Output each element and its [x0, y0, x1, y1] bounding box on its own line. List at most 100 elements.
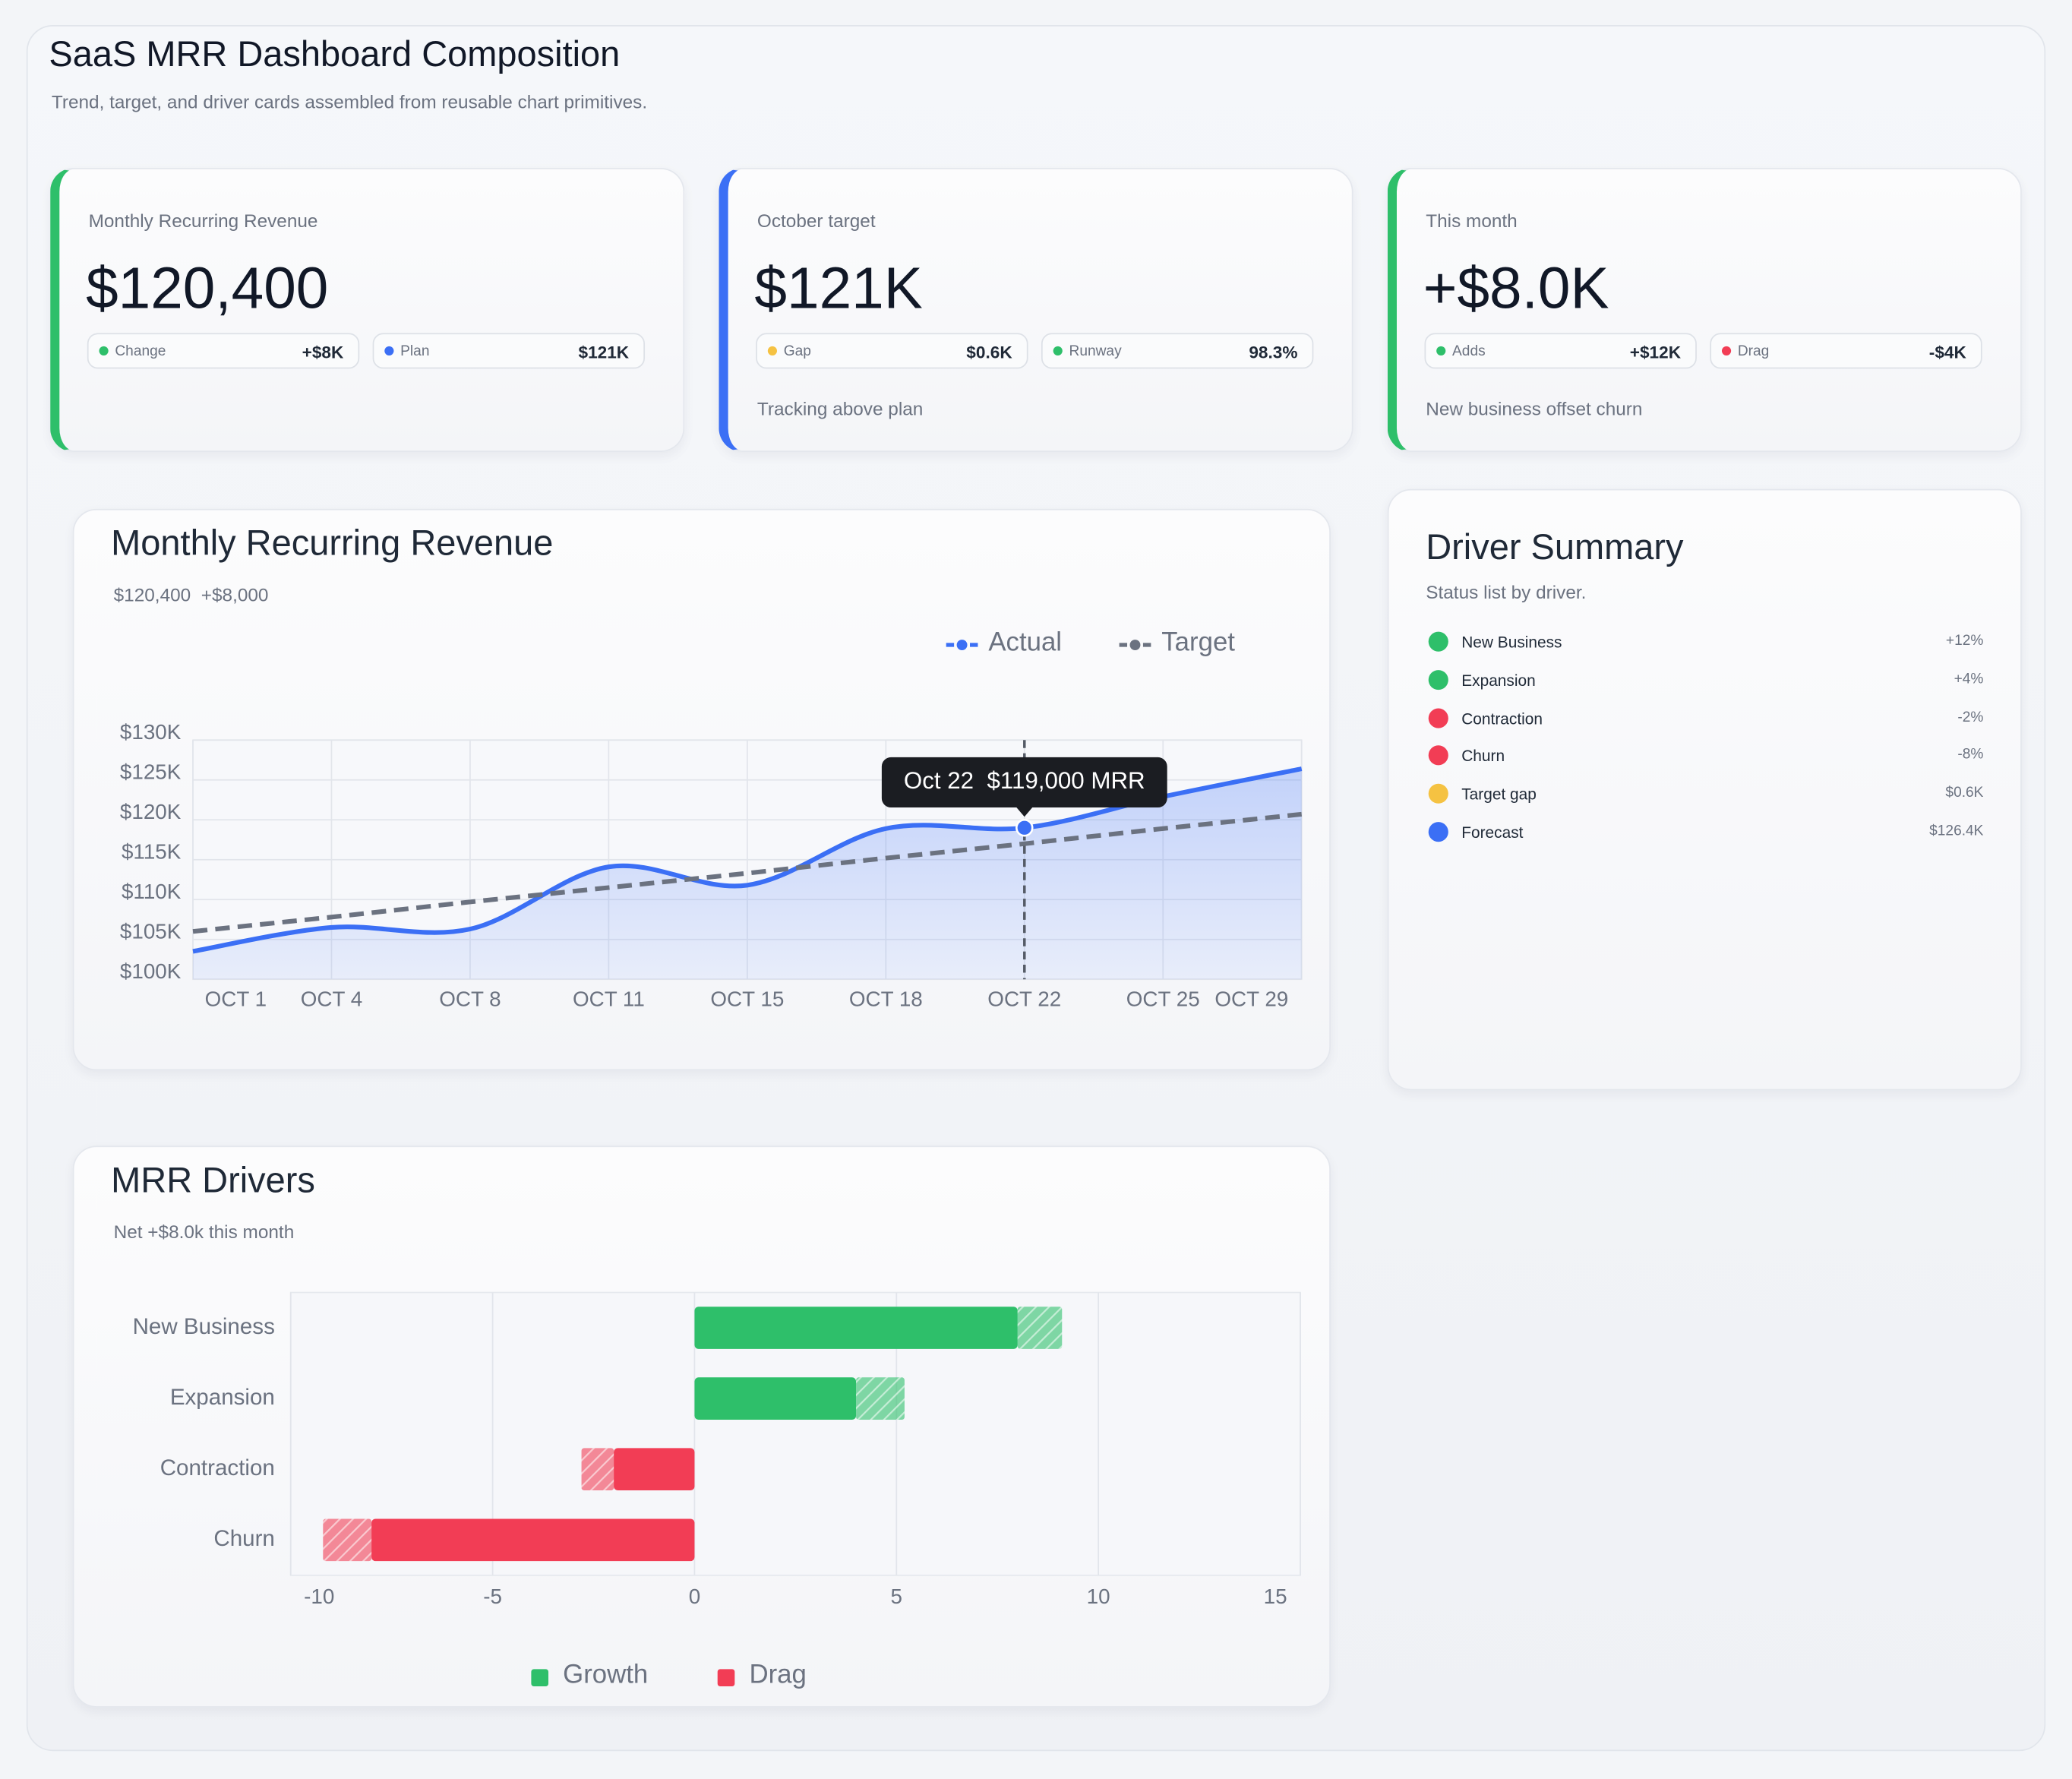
- x-tick-label: OCT 1: [205, 987, 267, 1010]
- bar-extension: [856, 1377, 905, 1420]
- y-tick-label: $125K: [120, 760, 182, 783]
- chart-subtitle: $120,400 +$8,000: [113, 583, 269, 605]
- summary-subtitle: Status list by driver.: [1426, 581, 1587, 603]
- bar-extension: [1017, 1307, 1063, 1349]
- kpi-label: Monthly Recurring Revenue: [88, 210, 318, 232]
- status-dot: [1428, 745, 1448, 766]
- x-tick-label: OCT 4: [301, 987, 362, 1010]
- chip-label: Plan: [400, 343, 430, 360]
- kpi-value: $120,400: [86, 256, 329, 321]
- kpi-chip: Adds +$12K: [1424, 333, 1697, 369]
- chip-dot: [1436, 346, 1446, 356]
- legend-label: Target: [1161, 627, 1235, 656]
- kpi-note: New business offset churn: [1426, 397, 1643, 419]
- chip-dot: [1721, 346, 1732, 356]
- legend-swatch: [717, 1669, 735, 1686]
- kpi-value: $121K: [754, 256, 923, 321]
- chip-label: Drag: [1737, 343, 1770, 360]
- legend-swatch: [531, 1669, 549, 1686]
- chip-value: +$8K: [302, 342, 344, 362]
- kpi-chip: Runway 98.3%: [1041, 333, 1314, 369]
- x-tick-label: OCT 29: [1214, 987, 1288, 1010]
- status-dot: [1428, 707, 1448, 728]
- bar: [694, 1377, 857, 1420]
- chart-subtitle: Net +$8.0k this month: [113, 1221, 295, 1243]
- x-tick-label: OCT 22: [987, 987, 1061, 1010]
- chip-dot: [1053, 346, 1063, 356]
- y-tick-label: Expansion: [170, 1385, 275, 1410]
- driver-name: Target gap: [1461, 785, 1537, 804]
- x-tick-label: -10: [304, 1585, 334, 1608]
- kpi-chip: Change +$8K: [87, 333, 360, 369]
- status-dot: [1428, 784, 1448, 804]
- x-tick-label: OCT 18: [849, 987, 923, 1010]
- driver-value: -8%: [1957, 747, 1984, 763]
- x-tick-label: 5: [891, 1585, 902, 1608]
- x-tick-label: OCT 25: [1126, 987, 1200, 1010]
- chip-dot: [99, 346, 109, 356]
- x-tick-label: -5: [483, 1585, 502, 1608]
- summary-title: Driver Summary: [1426, 527, 1684, 567]
- x-tick-label: 10: [1087, 1585, 1110, 1608]
- driver-name: Contraction: [1461, 709, 1543, 728]
- chip-dot: [767, 346, 778, 356]
- chip-value: $121K: [578, 342, 630, 362]
- kpi-card: October target $121K Gap $0.6K Runway 98.3% Tr…: [719, 167, 1353, 453]
- chip-label: Runway: [1069, 343, 1122, 360]
- legend-label: Growth: [563, 1660, 648, 1689]
- y-tick-label: $115K: [122, 839, 182, 863]
- bar: [694, 1307, 1018, 1349]
- driver-name: Churn: [1461, 747, 1505, 766]
- tooltip-text: Oct 22 $119,000 MRR: [904, 767, 1145, 794]
- series-line: [192, 811, 1303, 934]
- chip-value: +$12K: [1629, 342, 1682, 362]
- bar: [614, 1448, 695, 1491]
- chip-label: Adds: [1452, 343, 1486, 360]
- x-tick-label: OCT 8: [439, 987, 501, 1010]
- summary-card: Driver Summary Status list by driver. New …: [1387, 488, 2022, 1091]
- page-subtitle: Trend, target, and driver cards assemble…: [51, 91, 648, 112]
- driver-value: -2%: [1957, 709, 1984, 725]
- status-dot: [1428, 822, 1448, 842]
- driver-value: $126.4K: [1929, 823, 1984, 839]
- legend-dot: [1129, 640, 1141, 650]
- x-tick-label: 15: [1264, 1585, 1287, 1608]
- chip-value: $0.6K: [966, 342, 1012, 362]
- y-tick-label: $100K: [120, 959, 182, 983]
- chip-value: -$4K: [1928, 342, 1966, 362]
- kpi-label: October target: [756, 210, 876, 232]
- x-tick-label: OCT 15: [710, 987, 784, 1010]
- legend-label: Actual: [988, 627, 1062, 656]
- y-tick-label: New Business: [133, 1314, 275, 1339]
- kpi-chip: Drag -$4K: [1710, 333, 1982, 369]
- kpi-chip: Plan $121K: [372, 333, 646, 369]
- kpi-chip: Gap $0.6K: [756, 333, 1028, 369]
- driver-name: Expansion: [1461, 671, 1536, 690]
- y-tick-label: $110K: [122, 880, 182, 903]
- driver-name: Forecast: [1461, 823, 1524, 842]
- x-tick-label: 0: [689, 1585, 700, 1608]
- bar-extension: [323, 1518, 372, 1562]
- y-tick-label: $120K: [120, 800, 182, 823]
- driver-name: New Business: [1461, 633, 1562, 652]
- chip-value: 98.3%: [1249, 342, 1298, 362]
- bar-extension: [581, 1448, 614, 1491]
- status-dot: [1428, 631, 1448, 652]
- series-line: [192, 766, 1303, 954]
- driver-value: +12%: [1945, 633, 1984, 649]
- kpi-value: +$8.0K: [1423, 256, 1609, 321]
- legend-label: Drag: [749, 1660, 806, 1689]
- status-dot: [1428, 669, 1448, 690]
- hover-point: [1015, 819, 1034, 837]
- kpi-note: Tracking above plan: [756, 397, 924, 419]
- kpi-card: This month +$8.0K Adds +$12K Drag -$4K New bus…: [1387, 167, 2022, 453]
- tooltip-box: [881, 757, 1167, 808]
- y-tick-label: Churn: [213, 1526, 275, 1551]
- driver-value: $0.6K: [1945, 785, 1984, 801]
- x-tick-label: OCT 11: [573, 987, 645, 1010]
- legend-dot: [956, 640, 968, 650]
- chip-label: Change: [115, 343, 166, 360]
- y-tick-label: $105K: [120, 919, 182, 943]
- driver-value: +4%: [1954, 671, 1984, 687]
